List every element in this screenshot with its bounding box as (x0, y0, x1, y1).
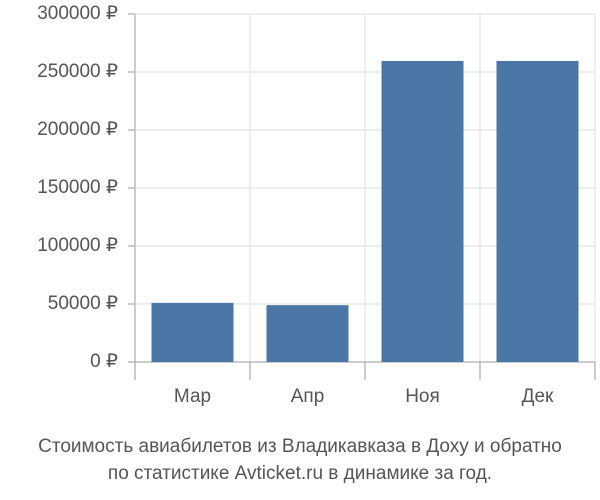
y-tick-label: 0 ₽ (90, 351, 118, 372)
y-tick-label: 250000 ₽ (37, 61, 118, 82)
bar (151, 302, 234, 362)
x-tick-label: Апр (291, 386, 325, 407)
y-tick-label: 100000 ₽ (37, 235, 118, 256)
caption-line: по статистике Avticket.ru в динамике за … (108, 463, 492, 484)
y-tick-label: 200000 ₽ (37, 119, 118, 140)
x-tick-label: Ноя (405, 386, 440, 407)
caption-line: Стоимость авиабилетов из Владикавказа в … (38, 436, 562, 457)
y-tick-label: 300000 ₽ (37, 3, 118, 24)
x-tick-label: Дек (522, 386, 554, 407)
y-tick-label: 50000 ₽ (48, 293, 118, 314)
bar (496, 60, 579, 362)
bar (266, 305, 349, 362)
y-tick-label: 150000 ₽ (37, 177, 118, 198)
bar (381, 60, 464, 362)
x-tick-label: Мар (174, 386, 211, 407)
